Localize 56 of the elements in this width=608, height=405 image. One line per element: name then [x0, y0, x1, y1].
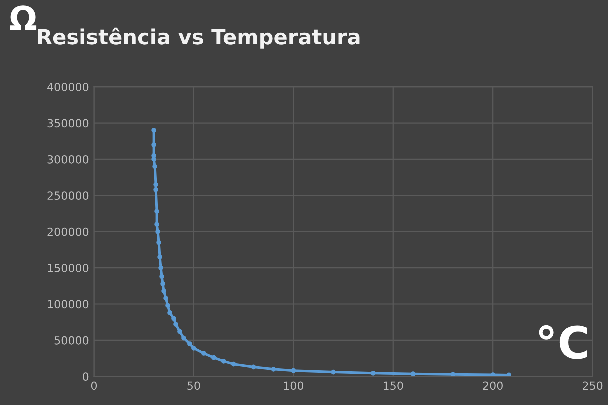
- point: [211, 355, 216, 360]
- point: [271, 366, 276, 372]
- y-tick-label: 150000: [48, 264, 89, 272]
- point: [168, 310, 172, 316]
- point: [154, 182, 158, 188]
- point: [166, 303, 170, 308]
- y-tick-label: 0: [83, 372, 89, 382]
- point: [331, 370, 336, 375]
- point: [188, 342, 192, 347]
- y-tick-label: 250000: [48, 192, 89, 200]
- point: [221, 359, 226, 364]
- x-tick-label: 50: [188, 382, 200, 390]
- point: [154, 222, 160, 228]
- x-tick-label: 150: [384, 382, 404, 390]
- point: [410, 372, 416, 377]
- point: [152, 128, 156, 133]
- x-tick-label: 0: [91, 382, 98, 390]
- point: [201, 351, 206, 356]
- x-tick-label: 200: [483, 382, 503, 390]
- point: [251, 364, 256, 370]
- point: [156, 229, 160, 234]
- point: [164, 296, 168, 301]
- chart-title: Resistência vs Temperatura: [38, 28, 360, 49]
- point: [158, 266, 164, 270]
- y-tick-label: 100000: [48, 300, 89, 309]
- point: [162, 288, 166, 294]
- point: [154, 209, 160, 214]
- y-tick-label: 400000: [48, 83, 89, 92]
- point: [152, 157, 156, 162]
- x-axis-title: °C: [539, 325, 588, 360]
- point: [152, 142, 156, 148]
- point: [174, 322, 178, 327]
- point: [172, 316, 176, 322]
- y-tick-label: 50000: [54, 336, 89, 345]
- point: [192, 346, 196, 351]
- y-tick-label: 200000: [48, 228, 89, 236]
- point: [152, 153, 156, 158]
- point: [156, 240, 162, 246]
- y-axis-title: Ω: [10, 6, 37, 30]
- x-tick-label: 100: [284, 382, 304, 390]
- y-tick-label: 350000: [48, 119, 89, 128]
- point: [160, 274, 164, 280]
- point: [231, 362, 236, 367]
- point: [291, 368, 296, 374]
- point: [160, 282, 166, 286]
- point: [178, 329, 182, 334]
- point: [506, 372, 512, 377]
- point: [450, 372, 456, 377]
- point: [371, 370, 376, 376]
- point: [152, 164, 158, 170]
- point: [154, 187, 158, 192]
- point: [158, 254, 162, 260]
- x-tick-label: 250: [583, 382, 603, 390]
- point: [182, 336, 186, 341]
- y-tick-label: 300000: [48, 155, 89, 164]
- point: [490, 372, 496, 377]
